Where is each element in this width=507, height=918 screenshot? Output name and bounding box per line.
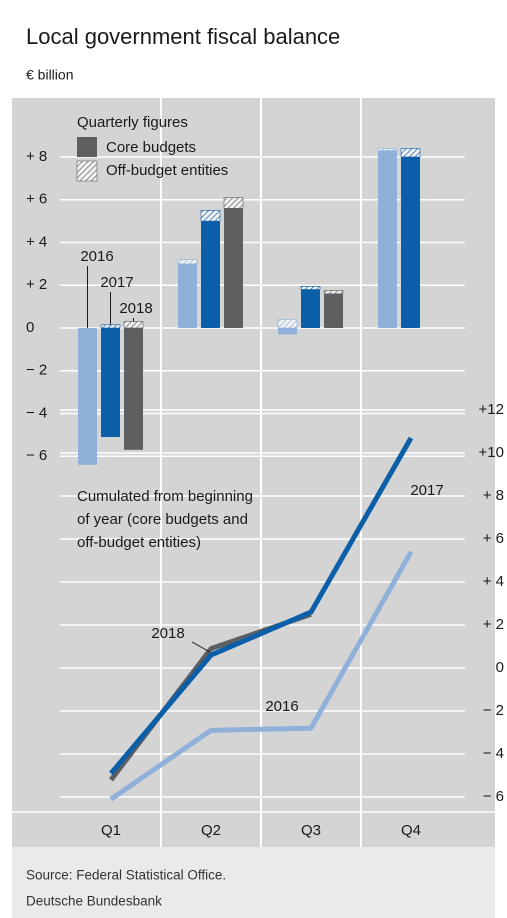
x-tick-label: Q3 <box>301 822 321 839</box>
y2-tick-label: + 2 <box>483 616 504 633</box>
series-label: 2016 <box>265 698 298 715</box>
y-tick-label: − 2 <box>26 362 47 379</box>
off-budget-bar <box>277 319 298 329</box>
y-tick-label: − 6 <box>26 447 47 464</box>
y2-tick-label: +12 <box>479 401 504 418</box>
y2-tick-label: − 4 <box>483 745 504 762</box>
legend-title: Quarterly figures <box>77 114 188 131</box>
core-bar <box>378 150 397 328</box>
publisher: Deutsche Bundesbank <box>26 894 162 909</box>
off-budget-bar <box>377 148 398 151</box>
y-tick-label: + 6 <box>26 191 47 208</box>
annotation: off-budget entities) <box>77 534 201 551</box>
legend-label: Off-budget entities <box>106 162 228 179</box>
y2-tick-label: − 2 <box>483 702 504 719</box>
line <box>109 436 414 775</box>
y-tick-label: + 4 <box>26 233 47 250</box>
line <box>109 550 414 802</box>
x-tick-label: Q2 <box>201 822 221 839</box>
off-budget-bar <box>323 290 344 295</box>
x-tick-label: Q1 <box>101 822 121 839</box>
core-bar <box>301 289 320 328</box>
off-budget-bar <box>223 197 244 209</box>
off-budget-bar <box>200 210 221 222</box>
off-budget-bar <box>400 148 421 158</box>
y-tick-label: + 8 <box>26 148 47 165</box>
core-bar <box>101 328 120 438</box>
series-label: 2016 <box>80 248 113 265</box>
y-tick-label: 0 <box>26 319 34 336</box>
annotation: Cumulated from beginning <box>77 488 253 505</box>
legend-swatch <box>76 160 98 182</box>
y2-tick-label: + 8 <box>483 487 504 504</box>
off-budget-bar <box>123 321 144 329</box>
legend-swatch <box>77 137 97 157</box>
legend-label: Core budgets <box>106 139 196 156</box>
off-budget-bar <box>100 324 121 329</box>
source: Source: Federal Statistical Office. <box>26 868 226 883</box>
series-label: 2018 <box>151 625 184 642</box>
footer-area <box>12 847 495 918</box>
core-bar <box>401 157 420 328</box>
core-bar <box>278 328 297 335</box>
core-bar <box>78 328 97 465</box>
core-bar <box>178 263 197 328</box>
off-budget-bar <box>300 286 321 290</box>
title: Local government fiscal balance <box>26 24 340 49</box>
series-label: 2017 <box>100 274 133 291</box>
x-tick-label: Q4 <box>401 822 421 839</box>
core-bar <box>201 221 220 328</box>
y2-tick-label: +10 <box>479 444 504 461</box>
series-label: 2017 <box>410 482 443 499</box>
y-tick-label: − 4 <box>26 404 47 421</box>
subtitle: € billion <box>26 67 73 83</box>
y2-tick-label: − 6 <box>483 788 504 805</box>
y2-tick-label: + 6 <box>483 530 504 547</box>
y2-tick-label: + 4 <box>483 573 504 590</box>
series-label: 2018 <box>119 300 152 317</box>
y-tick-label: + 2 <box>26 276 47 293</box>
plot-area <box>12 98 495 847</box>
off-budget-bar <box>177 259 198 265</box>
core-bar <box>224 208 243 328</box>
core-bar <box>324 293 343 328</box>
y2-tick-label: 0 <box>496 659 504 676</box>
core-bar <box>124 328 143 450</box>
leader-line <box>191 641 211 653</box>
annotation: of year (core budgets and <box>77 511 248 528</box>
